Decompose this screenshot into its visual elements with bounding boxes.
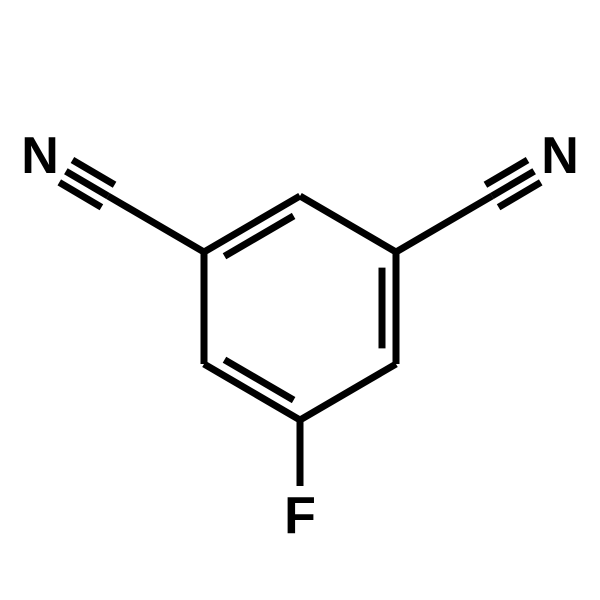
atom-label-n: N bbox=[541, 127, 579, 185]
bond-line bbox=[396, 196, 492, 252]
bond-line bbox=[300, 364, 396, 420]
bond-line bbox=[300, 196, 396, 252]
atom-label-n: N bbox=[21, 127, 59, 185]
atom-label-f: F bbox=[284, 487, 316, 545]
molecule-diagram: N N F bbox=[0, 0, 600, 600]
bond-line bbox=[108, 196, 204, 252]
